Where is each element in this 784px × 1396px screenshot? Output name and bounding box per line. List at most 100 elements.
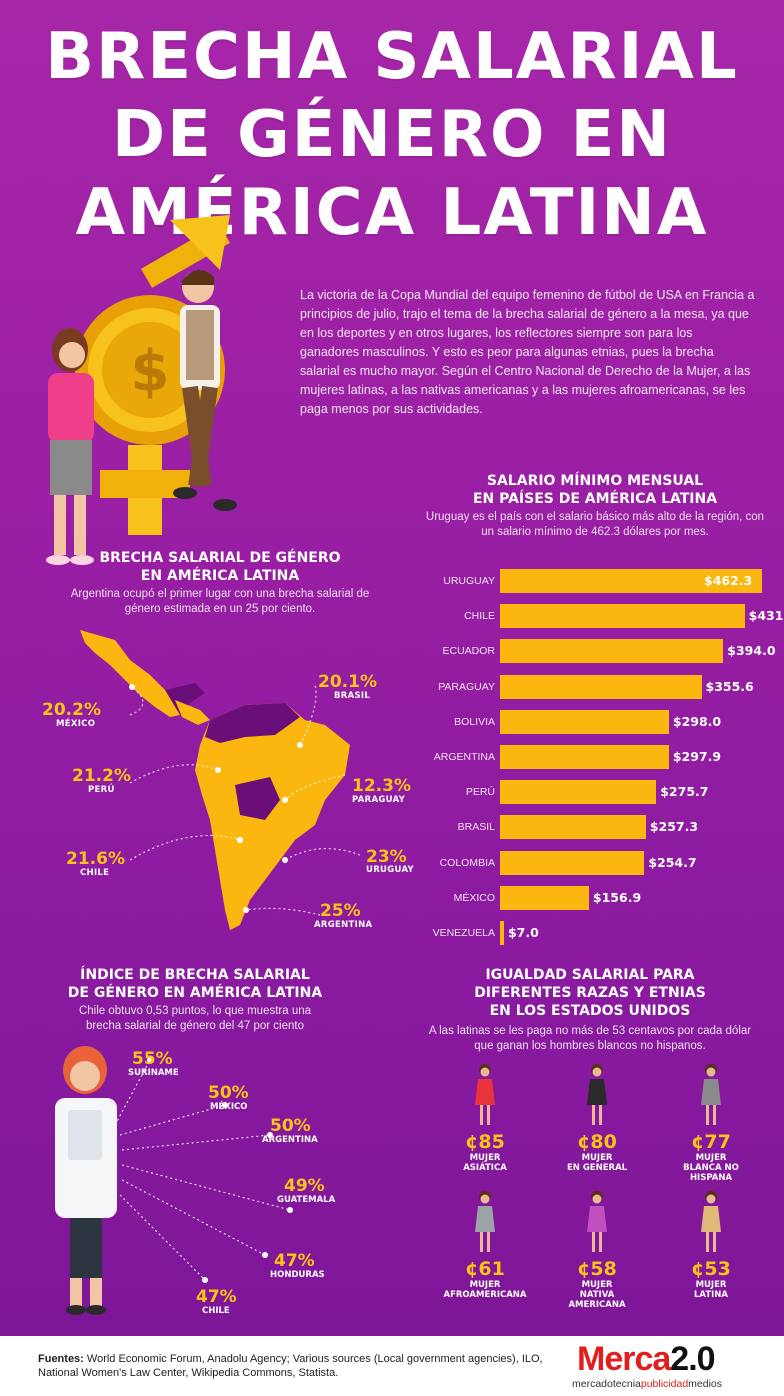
index-title-2: DE GÉNERO EN AMÉRICA LATINA <box>67 985 323 1001</box>
index-title-1: ÍNDICE DE BRECHA SALARIAL <box>80 967 310 983</box>
woman-figure-icon <box>475 1064 495 1125</box>
salary-subtitle: Uruguay es el país con el salario básico… <box>425 511 765 538</box>
map-country-mexico: MÉXICO <box>56 719 96 729</box>
us-value: ¢58 <box>577 1258 617 1280</box>
bar-value-label: $394.0 <box>727 643 776 659</box>
female-symbol-icon <box>100 445 190 535</box>
bar-value-label: $298.0 <box>672 713 722 729</box>
bar-category-label: PERÚ <box>465 786 495 799</box>
map-country-peru: PERÚ <box>88 785 115 795</box>
map-subtitle: Argentina ocupó el primer lugar con una … <box>70 588 370 615</box>
us-label: MUJER ASIÁTICA <box>463 1153 507 1173</box>
us-label: MUJER EN GENERAL <box>566 1153 628 1173</box>
woman-figure-icon <box>587 1064 607 1125</box>
map-section-header: BRECHA SALARIAL DE GÉNERO EN AMÉRICA LAT… <box>55 549 385 617</box>
logo-tagline: mercadotecniapublicidadmedios <box>572 1378 722 1390</box>
index-pct-argentina: 50% <box>270 1116 311 1136</box>
index-country-guatemala: GUATEMALA <box>277 1195 336 1205</box>
bar-category-label: ECUADOR <box>442 645 495 658</box>
us-title-1: IGUALDAD SALARIAL PARA <box>485 967 695 983</box>
male-symbol-icon <box>141 215 230 288</box>
index-pct-guatemala: 49% <box>284 1176 325 1196</box>
page-title: BRECHA SALARIAL DE GÉNERO EN AMÉRICA LAT… <box>0 18 784 252</box>
map-country-argentina: ARGENTINA <box>314 920 373 930</box>
woman-figure-icon <box>475 1191 495 1252</box>
bar-category-label: PARAGUAY <box>438 680 495 693</box>
intro-paragraph: La victoria de la Copa Mundial del equip… <box>300 288 755 416</box>
bar <box>500 885 589 910</box>
woman-figure-icon <box>587 1191 607 1252</box>
map-pct-peru: 21.2% <box>72 766 131 786</box>
bar-value-label: $275.7 <box>660 784 709 800</box>
map-country-chile: CHILE <box>80 868 110 878</box>
sources-list: World Economic Forum, Anadolu Agency; Va… <box>38 1353 543 1379</box>
doctor-figure-icon <box>55 1046 117 1315</box>
index-country-argentina: ARGENTINA <box>262 1135 318 1145</box>
bar <box>500 709 669 734</box>
us-label: MUJER AFROAMERICANA <box>443 1280 527 1300</box>
us-value: ¢85 <box>465 1131 505 1153</box>
woman-figure-icon <box>701 1064 721 1125</box>
brand-logo: Merca2.0 <box>577 1340 716 1379</box>
us-title-3: EN LOS ESTADOS UNIDOS <box>489 1003 691 1019</box>
bar <box>500 745 669 769</box>
bar-category-label: CHILE <box>464 610 495 623</box>
title-line-1: BRECHA SALARIAL <box>45 20 739 94</box>
bar <box>500 639 724 664</box>
map-pct-chile: 21.6% <box>66 849 125 869</box>
index-country-chile: CHILE <box>202 1306 230 1316</box>
footer <box>0 1336 784 1396</box>
title-line-2: DE GÉNERO EN <box>112 98 672 172</box>
map-pct-argentina: 25% <box>320 901 361 921</box>
bar-category-label: BRASIL <box>457 821 495 834</box>
us-label: MUJER NATIVA AMERICANA <box>568 1280 626 1310</box>
doctor-illustration <box>55 1046 293 1315</box>
bar <box>500 569 762 593</box>
index-pct-suriname: 55% <box>132 1049 173 1069</box>
logo-tagline-2: publicidad <box>640 1378 689 1390</box>
bar <box>500 921 504 945</box>
bar <box>500 850 645 875</box>
bar-value-label: $254.7 <box>648 854 697 870</box>
map-country-brasil: BRASIL <box>334 691 371 701</box>
bar-value-label: $355.6 <box>705 678 754 694</box>
index-pct-honduras: 47% <box>274 1251 315 1271</box>
bar-category-label: COLOMBIA <box>439 856 495 869</box>
map-country-uruguay: URUGUAY <box>366 865 414 875</box>
map-title-1: BRECHA SALARIAL DE GÉNERO <box>99 550 341 566</box>
hero-illustration: $ <box>46 215 237 565</box>
us-label: MUJER LATINA <box>694 1280 728 1300</box>
title-line-3: AMÉRICA LATINA <box>75 176 709 250</box>
bar-value-label: $156.9 <box>592 889 642 905</box>
logo-text: Merca <box>577 1340 671 1378</box>
woman-figure-icon <box>46 328 94 565</box>
bar-value-label: $431.7 <box>748 608 784 624</box>
latin-america-map <box>80 630 361 930</box>
index-pct-mexico: 50% <box>208 1083 249 1103</box>
bar <box>500 674 702 699</box>
logo-tagline-1: mercadotecnia <box>572 1378 641 1390</box>
map-title-2: EN AMÉRICA LATINA <box>140 568 300 584</box>
salary-title-1: SALARIO MÍNIMO MENSUAL <box>486 473 704 489</box>
us-value: ¢77 <box>691 1131 731 1153</box>
bar-value-label: $257.3 <box>649 819 699 835</box>
bar-value-label: $462.3 <box>704 573 753 588</box>
index-country-mexico: MÉXICO <box>210 1102 248 1112</box>
bar <box>500 780 657 805</box>
man-figure-icon <box>173 269 237 511</box>
map-country-paraguay: PARAGUAY <box>352 795 406 805</box>
bar <box>500 604 745 629</box>
salary-section-header: SALARIO MÍNIMO MENSUAL EN PAÍSES DE AMÉR… <box>420 472 770 540</box>
us-value: ¢61 <box>465 1258 505 1280</box>
bar-category-label: VENEZUELA <box>432 927 495 939</box>
svg-text:$: $ <box>131 339 170 404</box>
index-country-honduras: HONDURAS <box>270 1270 325 1280</box>
map-pct-paraguay: 12.3% <box>352 776 411 796</box>
index-pct-chile: 47% <box>196 1287 237 1307</box>
bar-category-label: BOLIVIA <box>454 715 495 728</box>
bar-category-label: ARGENTINA <box>433 751 495 763</box>
us-value: ¢80 <box>577 1131 617 1153</box>
index-section-header: ÍNDICE DE BRECHA SALARIAL DE GÉNERO EN A… <box>30 966 360 1034</box>
sources-label: Fuentes: <box>38 1353 84 1365</box>
bar-category-label: URUGUAY <box>443 575 495 587</box>
